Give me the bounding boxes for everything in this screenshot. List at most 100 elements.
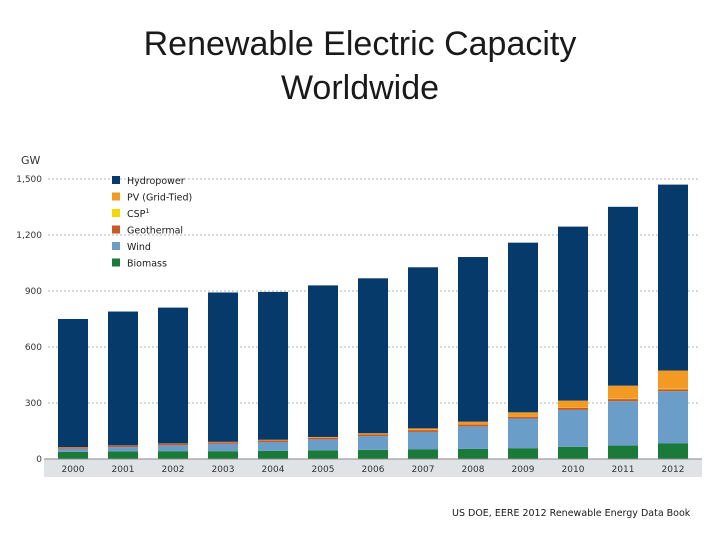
- x-tick-label: 2004: [262, 465, 285, 475]
- y-tick-label: 900: [25, 287, 42, 297]
- legend-swatch: [112, 242, 120, 250]
- bar-segment-pv-grid-tied: [308, 436, 338, 438]
- x-tick-label: 2009: [512, 465, 535, 475]
- bar-segment-wind: [208, 443, 238, 452]
- bar-segment-pv-grid-tied: [608, 385, 638, 399]
- bar-segment-wind: [458, 426, 488, 449]
- bar-segment-biomass: [308, 450, 338, 459]
- legend-label: CSP1: [127, 207, 150, 220]
- x-tick-label: 2012: [662, 465, 685, 475]
- bar-segment-geothermal: [558, 407, 588, 410]
- bar-segment-biomass: [558, 446, 588, 459]
- bar-segment-biomass: [58, 451, 88, 459]
- bar-segment-geothermal: [608, 399, 638, 402]
- bar-segment-hydropower: [658, 184, 688, 371]
- x-tick-label: 2007: [412, 465, 435, 475]
- bar-segment-pv-grid-tied: [258, 439, 288, 441]
- x-tick-label: 2003: [212, 465, 235, 475]
- bar-segment-biomass: [258, 450, 288, 459]
- bar-segment-geothermal: [658, 389, 688, 392]
- bar-segment-wind: [308, 439, 338, 451]
- x-axis-band: [44, 459, 702, 477]
- bar-segment-hydropower: [608, 206, 638, 386]
- slide-title-line-2: Worldwide: [280, 69, 440, 107]
- bar-segment-biomass: [658, 443, 688, 459]
- bar-segment-biomass: [358, 449, 388, 459]
- y-tick-label: 600: [25, 343, 42, 353]
- bar-segment-hydropower: [408, 267, 438, 429]
- legend-swatch: [112, 258, 120, 267]
- x-tick-label: 2000: [62, 465, 85, 475]
- legend-label: Geothermal: [127, 226, 183, 237]
- bar-segment-hydropower: [508, 242, 538, 413]
- bar-segment-biomass: [408, 449, 438, 459]
- bar-segment-wind: [158, 445, 188, 452]
- x-tick-label: 2011: [612, 465, 635, 475]
- y-tick-label: 0: [36, 455, 42, 465]
- bar-segment-biomass: [108, 451, 138, 459]
- bar-segment-hydropower: [58, 319, 88, 448]
- x-tick-label: 2001: [112, 465, 135, 475]
- stacked-bar-chart: 0 300 600 900 1,200 1,500 GW 2000 2001 2002 2003 20…: [16, 154, 702, 477]
- slide-title-line-1: Renewable Electric Capacity: [143, 25, 577, 63]
- bar-segment-pv-grid-tied: [558, 400, 588, 408]
- legend-swatch: [112, 225, 120, 234]
- y-tick-label: 300: [25, 399, 42, 409]
- bar-segment-geothermal: [508, 416, 538, 419]
- slide-title: Renewable Electric Capacity Worldwide: [0, 22, 720, 110]
- bar-segment-geothermal: [408, 430, 438, 432]
- legend-swatch: [112, 209, 120, 217]
- legend-swatch: [112, 192, 120, 201]
- bar-segment-wind: [558, 409, 588, 447]
- bar-segment-hydropower: [558, 226, 588, 401]
- bar-segment-geothermal: [208, 442, 238, 444]
- bar-segment-geothermal: [58, 447, 88, 449]
- bar-segment-hydropower: [358, 278, 388, 434]
- bar-segment-geothermal: [108, 445, 138, 448]
- bar-segment-pv-grid-tied: [358, 433, 388, 435]
- bar-segment-wind: [608, 401, 638, 446]
- bar-segment-geothermal: [358, 434, 388, 437]
- bar-segment-pv-grid-tied: [458, 421, 488, 425]
- x-tick-label: 2010: [562, 465, 585, 475]
- legend-label: Wind: [127, 242, 151, 253]
- bar-segment-hydropower: [308, 285, 338, 437]
- bar-segment-wind: [508, 418, 538, 449]
- bar-segment-biomass: [508, 448, 538, 459]
- legend-footnote-marker: 1: [145, 207, 149, 215]
- bar-segment-wind: [408, 431, 438, 450]
- bar-segment-biomass: [208, 451, 238, 459]
- bar-segment-wind: [58, 448, 88, 452]
- bar-segment-hydropower: [458, 257, 488, 422]
- bar-segment-geothermal: [458, 424, 488, 427]
- bar-segment-wind: [358, 436, 388, 450]
- y-tick-label: 1,500: [16, 175, 42, 185]
- source-citation: US DOE, EERE 2012 Renewable Energy Data …: [452, 508, 691, 519]
- bar-segment-pv-grid-tied: [508, 412, 538, 417]
- legend-label: PV (Grid-Tied): [127, 193, 192, 204]
- bar-segment-csp: [658, 388, 688, 390]
- bar-segment-hydropower: [258, 291, 288, 440]
- bar-segment-hydropower: [208, 292, 238, 442]
- y-tick-label: 1,200: [16, 231, 42, 241]
- bar-segment-pv-grid-tied: [408, 428, 438, 430]
- legend-label: Hydropower: [127, 176, 185, 187]
- bar-segment-biomass: [608, 445, 638, 459]
- y-axis-unit-label: GW: [21, 154, 41, 167]
- bar-segment-hydropower: [108, 311, 138, 446]
- bar-segment-biomass: [158, 451, 188, 459]
- bar-segment-wind: [108, 447, 138, 452]
- bar-segment-geothermal: [258, 440, 288, 443]
- bar-segment-geothermal: [308, 437, 338, 440]
- bar-segment-wind: [658, 391, 688, 444]
- bar-segment-pv-grid-tied: [658, 370, 688, 389]
- x-tick-label: 2002: [162, 465, 185, 475]
- bar-segment-biomass: [458, 448, 488, 459]
- legend-swatch: [112, 176, 120, 184]
- x-tick-label: 2008: [462, 465, 485, 475]
- bar-segment-hydropower: [158, 307, 188, 444]
- x-tick-label: 2006: [362, 465, 385, 475]
- legend-label: Biomass: [127, 259, 167, 270]
- bar-segment-geothermal: [158, 443, 188, 446]
- bar-segment-wind: [258, 442, 288, 451]
